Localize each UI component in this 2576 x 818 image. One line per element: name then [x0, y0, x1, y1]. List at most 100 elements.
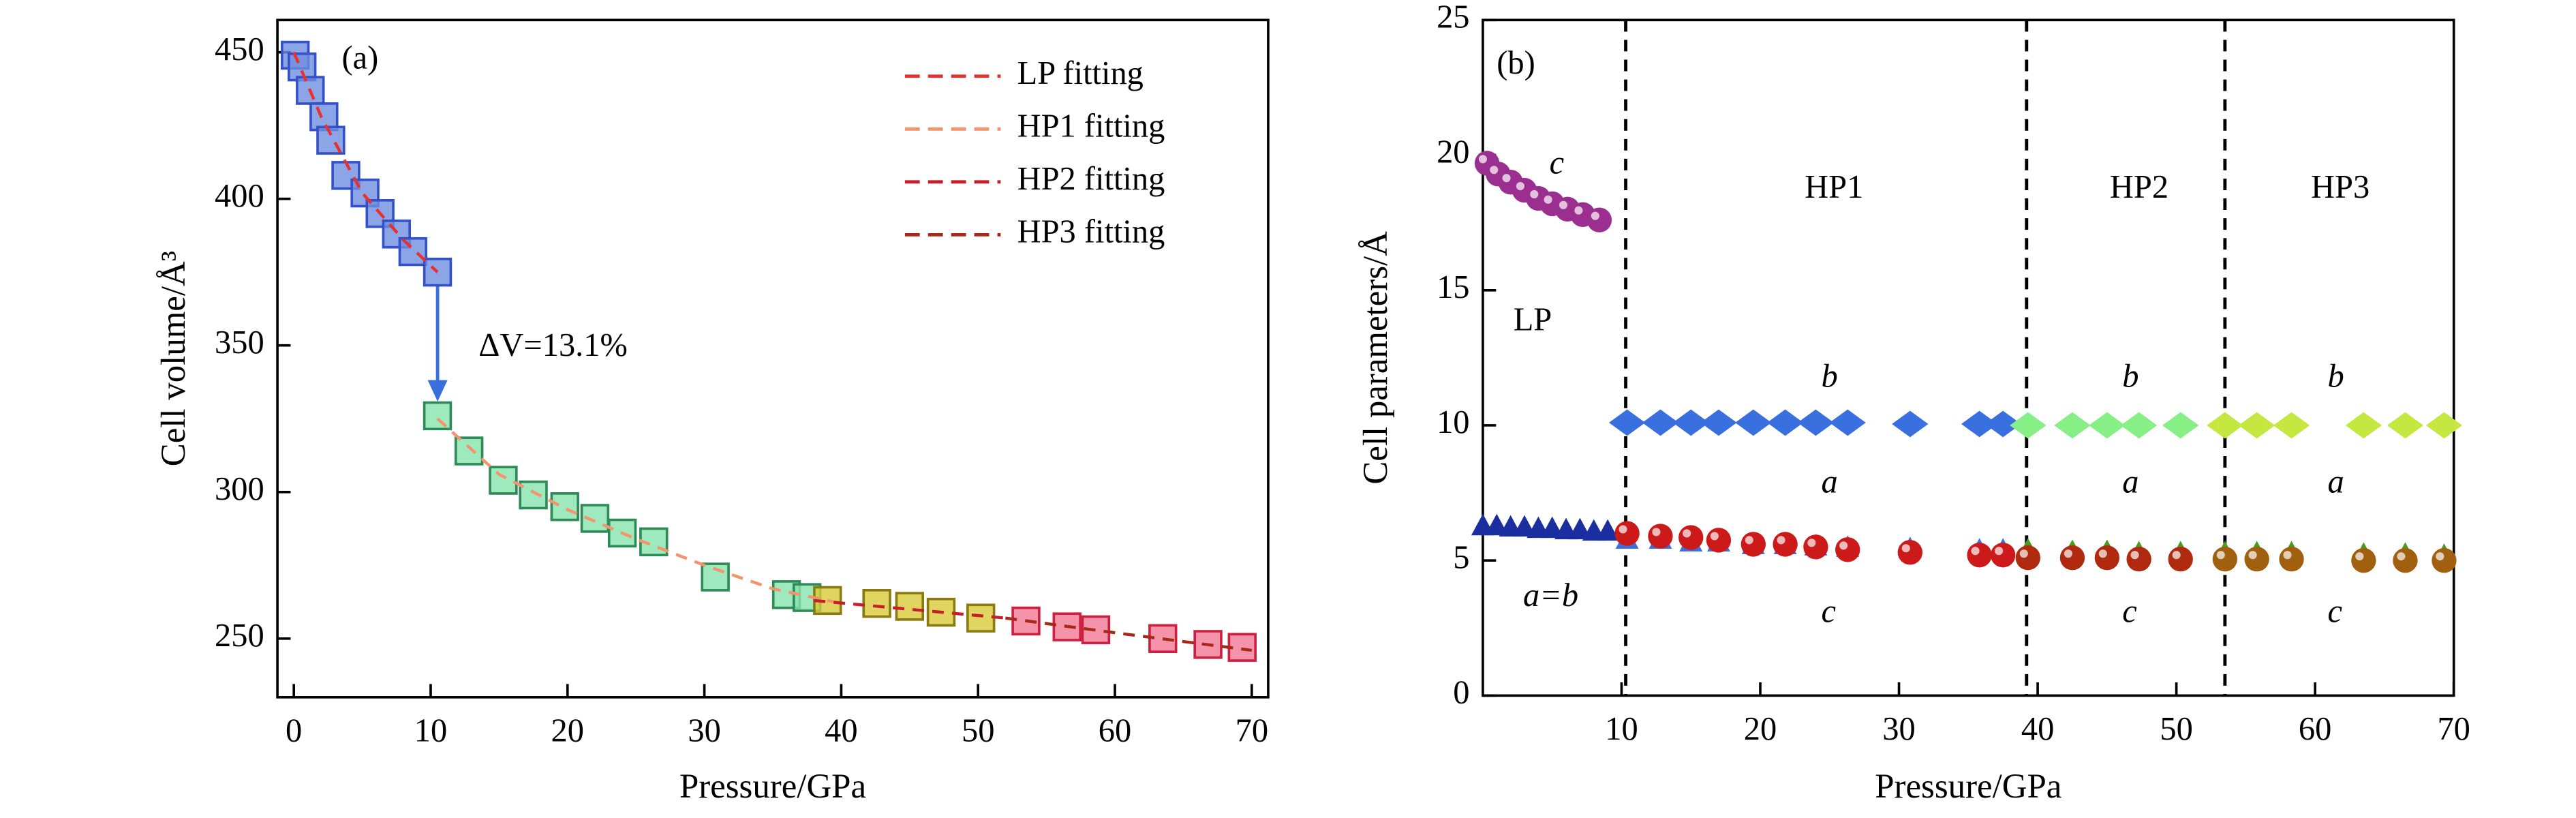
sphere-highlight [1839, 541, 1848, 550]
x-tick-label: 30 [688, 712, 720, 748]
sphere-marker [2393, 548, 2418, 573]
sphere-highlight [2172, 551, 2181, 560]
sphere-marker [1741, 532, 1766, 557]
arrow-head [427, 380, 448, 402]
diamond-marker [1984, 410, 2021, 438]
annotation: c [2327, 594, 2342, 630]
diamond-marker [2239, 412, 2275, 439]
diamond-marker [2121, 412, 2158, 439]
square-marker [895, 592, 925, 621]
diamond-marker [1672, 409, 1709, 436]
sphere-highlight [1995, 547, 2004, 556]
square-marker [966, 603, 996, 633]
annotation: a [1822, 464, 1838, 500]
y-tick-label: 400 [215, 178, 264, 214]
sphere-marker [2094, 545, 2120, 571]
sphere-marker [1648, 524, 1673, 549]
annotation: a [2122, 464, 2138, 500]
sphere-highlight [1502, 174, 1511, 183]
sphere-marker [2351, 548, 2376, 573]
annotation: c [1550, 145, 1565, 181]
sphere-highlight [2216, 551, 2225, 560]
legend-label: HP1 fitting [1017, 108, 1165, 144]
x-tick-label: 70 [2437, 711, 2470, 747]
annotation: (b) [1497, 45, 1535, 81]
annotation: HP2 [2110, 169, 2168, 205]
sphere-highlight [1559, 200, 1568, 209]
annotation: LP [1514, 301, 1552, 337]
y-tick-label: 0 [1453, 675, 1469, 711]
fit-line [814, 599, 1006, 620]
sphere-highlight [1652, 528, 1661, 536]
diamond-marker [2089, 412, 2126, 439]
diamond-marker [1961, 410, 1998, 438]
annotation: b [1822, 359, 1838, 395]
sphere-highlight [1574, 206, 1583, 215]
square-marker [398, 237, 428, 267]
sphere-marker [1614, 521, 1640, 546]
diamond-marker [2273, 412, 2310, 439]
annotation: c [2122, 594, 2137, 630]
triangle-marker [1513, 515, 1536, 537]
sphere-highlight [1530, 190, 1539, 198]
x-axis-title: Pressure/GPa [1875, 768, 2061, 806]
y-tick-label: 5 [1453, 539, 1469, 575]
sphere-highlight [1971, 547, 1980, 556]
y-tick-label: 350 [215, 324, 264, 361]
square-marker [350, 178, 380, 208]
legend-label: HP3 fitting [1017, 213, 1165, 249]
x-tick-label: 20 [1744, 711, 1777, 747]
y-axis-title: Cell parameters/Å [1357, 231, 1395, 485]
sphere-marker [1706, 528, 1732, 553]
y-tick-label: 25 [1437, 0, 1469, 35]
diamond-marker [2425, 412, 2463, 439]
square-marker [550, 492, 579, 521]
sphere-highlight [1490, 166, 1499, 175]
x-tick-label: 40 [2021, 711, 2054, 747]
annotation: a=b [1523, 577, 1578, 614]
plot-frame [1482, 18, 2455, 697]
diamond-marker [1608, 409, 1646, 436]
sphere-marker [2059, 545, 2085, 571]
annotation: b [2122, 359, 2138, 395]
sphere-highlight [1901, 544, 1910, 553]
annotation: (a) [341, 40, 378, 76]
annotation: c [1822, 594, 1837, 630]
x-tick-label: 70 [1236, 712, 1268, 748]
sphere-highlight [1745, 536, 1753, 545]
square-marker [423, 258, 453, 287]
sphere-marker [1773, 532, 1798, 557]
sphere-highlight [1807, 539, 1816, 547]
x-tick-label: 10 [1605, 711, 1638, 747]
square-marker [382, 219, 411, 249]
annotation: a [2327, 464, 2344, 500]
sphere-highlight [1683, 529, 1691, 538]
sphere-marker [1991, 543, 2016, 568]
sphere-marker [2126, 547, 2151, 572]
sphere-marker [2279, 547, 2304, 572]
x-axis-title: Pressure/GPa [679, 768, 866, 806]
sphere-marker [1897, 540, 1922, 565]
x-tick-label: 50 [2160, 711, 2192, 747]
sphere-highlight [1516, 181, 1524, 191]
y-tick-label: 10 [1437, 404, 1469, 440]
sphere-marker [2432, 548, 2457, 573]
sphere-marker [2212, 547, 2238, 572]
diamond-marker [2010, 412, 2046, 439]
y-tick-label: 300 [215, 471, 264, 507]
sphere-marker [1803, 534, 1828, 560]
legend-label: HP2 fitting [1017, 161, 1165, 197]
sphere-highlight [1777, 536, 1785, 545]
sphere-highlight [2248, 551, 2257, 560]
triangle-marker [1540, 516, 1564, 539]
y-tick-label: 20 [1437, 134, 1469, 170]
triangle-marker [1596, 519, 1620, 541]
square-marker [288, 52, 317, 82]
sphere-highlight [2436, 552, 2444, 561]
x-tick-label: 30 [1882, 711, 1915, 747]
sphere-highlight [2283, 551, 2292, 560]
x-tick-label: 40 [825, 712, 857, 748]
sphere-highlight [1478, 155, 1488, 164]
